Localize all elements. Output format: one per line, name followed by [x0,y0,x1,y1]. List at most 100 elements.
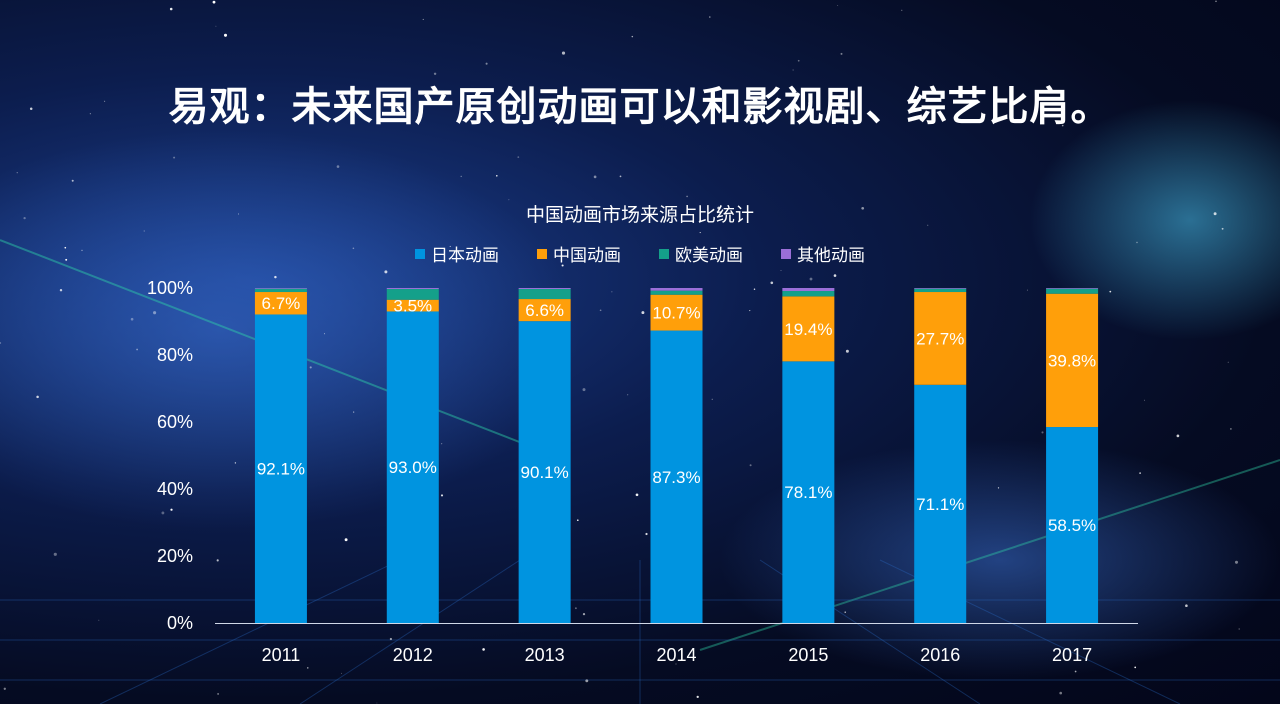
star [1176,434,1180,438]
data-label: 92.1% [257,460,305,479]
star [1238,628,1240,630]
star [806,260,808,262]
data-label: 71.1% [916,495,964,514]
bar-segment-china [650,294,703,331]
star [833,274,837,277]
star [158,556,162,560]
star [217,692,220,695]
star [1061,124,1064,127]
star [641,311,645,315]
star [234,462,237,464]
star [627,394,629,396]
legend-label-japan: 日本动画 [431,246,499,266]
bar-segment-china [1046,293,1099,428]
bar-segment-other [650,288,703,291]
bar-segment-japan [254,314,307,623]
bar-segment-other [1046,288,1099,289]
star [1109,290,1112,293]
star [1134,666,1137,669]
bar-segment-western [254,288,307,293]
star [36,395,39,399]
star [645,532,648,536]
star [591,109,594,112]
bar-segment-other [254,288,307,289]
star [808,101,812,105]
data-label: 6.7% [262,294,301,313]
star [323,333,326,335]
star [485,62,488,65]
star [842,107,845,110]
star [675,663,677,665]
star [29,107,33,110]
x-tick-label: 2012 [393,645,433,665]
star [104,100,106,102]
bar-segment-western [650,290,703,295]
bar-segment-western [386,289,439,300]
legend-item-japan: 日本动画 [415,241,499,266]
legend-swatch-china [537,248,547,259]
bar-segment-other [782,288,835,292]
data-label: 3.5% [393,297,432,316]
star [274,275,277,279]
legend-swatch-japan [415,248,425,259]
bar-segment-china [386,299,439,312]
star [1026,289,1028,291]
star [16,172,18,174]
bar-segment-china [782,296,835,362]
star [1213,212,1217,216]
legend-swatch-western [659,248,669,259]
star [1227,361,1229,363]
star [1144,399,1145,401]
star [631,35,634,38]
star [927,224,929,226]
star [517,156,520,158]
star [422,18,424,20]
star [1185,604,1188,607]
data-label: 93.0% [389,458,437,477]
data-label: 58.5% [1048,516,1096,535]
star [496,175,498,177]
star [770,281,774,285]
star [376,702,378,704]
star [574,607,577,610]
bar-segment-western [518,289,571,300]
star [582,388,586,392]
data-label: 87.3% [652,468,700,487]
bar-segment-other [914,288,967,289]
star [635,493,639,497]
star [161,511,165,515]
y-tick-label: 80% [157,345,193,365]
star [1215,0,1217,3]
chart-title: 中国动画市场来源占比统计 [525,204,754,226]
x-tick-label: 2011 [262,645,301,665]
bar-segment-japan [518,321,571,623]
star [130,317,134,321]
star [1139,472,1141,474]
bar-segment-western [782,291,835,297]
star [1230,428,1232,430]
y-tick-label: 20% [157,546,193,566]
star [1221,227,1224,230]
star [561,264,564,267]
y-tick-label: 60% [157,412,193,432]
y-tick-label: 0% [167,613,193,633]
star [352,247,355,250]
star [997,487,1000,489]
star [59,288,63,292]
star [809,277,813,281]
star [460,175,462,178]
legend-label-other: 其他动画 [797,246,865,266]
star [1059,691,1063,695]
star [441,443,443,445]
star [619,175,622,178]
star [837,4,839,6]
data-label: 6.6% [525,301,564,320]
star [1041,431,1044,434]
star [844,611,846,613]
bar-segment-western [1046,288,1099,294]
star [611,291,613,293]
star [173,156,176,159]
legend-label-china: 中国动画 [553,246,621,266]
bar-segment-japan [1046,427,1099,623]
